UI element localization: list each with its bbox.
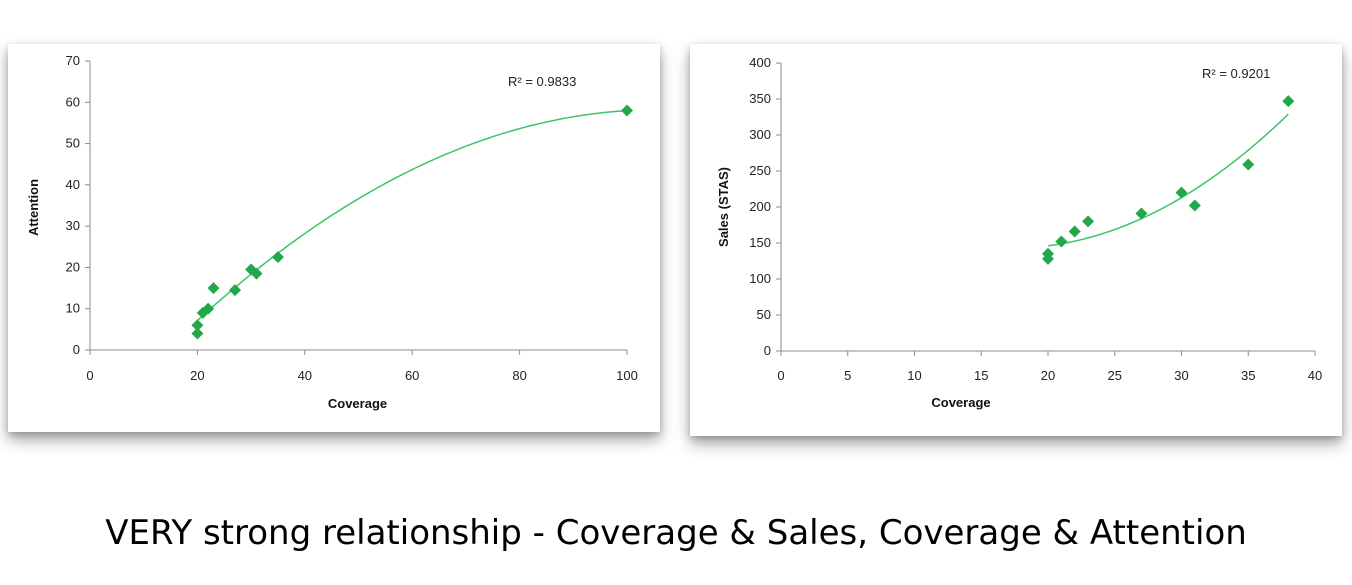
y-tick-label: 40	[66, 177, 80, 192]
y-tick-label: 100	[749, 271, 771, 286]
data-point	[1188, 199, 1201, 212]
data-point	[228, 284, 241, 297]
y-tick-label: 150	[749, 235, 771, 250]
data-point	[1055, 235, 1068, 248]
x-tick-label: 20	[1041, 368, 1055, 383]
y-tick-label: 30	[66, 218, 80, 233]
data-point	[1135, 207, 1148, 220]
r-squared-label: R² = 0.9833	[508, 74, 576, 89]
data-point	[1082, 215, 1095, 228]
data-point	[1068, 225, 1081, 238]
x-tick-label: 60	[405, 368, 419, 383]
data-point	[1042, 247, 1054, 260]
x-tick-label: 40	[1308, 368, 1322, 383]
y-tick-label: 70	[66, 53, 80, 68]
data-point	[621, 104, 633, 117]
y-tick-label: 300	[749, 127, 771, 142]
x-tick-label: 30	[1174, 368, 1188, 383]
trendline	[196, 109, 628, 322]
y-tick-label: 250	[749, 163, 771, 178]
chart-attention-vs-coverage: 0 10 20 30 40 50 60 70 0 20 40 60 80 100 Coverage Atten…	[26, 53, 638, 411]
y-tick-label: 50	[66, 136, 80, 151]
x-tick-label: 0	[86, 368, 93, 383]
data-point	[271, 251, 284, 264]
y-tick-label: 50	[757, 307, 771, 322]
slide-caption: VERY strong relationship - Coverage & Sa…	[105, 513, 1247, 553]
x-axis-title: Coverage	[328, 396, 387, 411]
x-tick-label: 35	[1241, 368, 1255, 383]
x-axis-title: Coverage	[931, 395, 990, 410]
y-axis-title: Attention	[26, 179, 41, 236]
y-tick-label: 400	[749, 55, 771, 70]
y-tick-label: 0	[73, 342, 80, 357]
x-tick-label: 10	[907, 368, 921, 383]
data-point	[250, 267, 263, 280]
chart-panel-attention: 0 10 20 30 40 50 60 70 0 20 40 60 80 100 Coverage Atten…	[8, 44, 660, 432]
data-point	[191, 327, 204, 340]
data-point	[191, 319, 204, 332]
data-point	[202, 302, 215, 315]
x-tick-label: 20	[190, 368, 204, 383]
data-point	[207, 282, 220, 295]
y-tick-label: 200	[749, 199, 771, 214]
trendline	[1047, 113, 1289, 247]
data-point	[1242, 158, 1255, 171]
x-tick-label: 5	[844, 368, 851, 383]
y-tick-label: 350	[749, 91, 771, 106]
y-tick-label: 60	[66, 94, 80, 109]
y-axis-title: Sales (STAS)	[716, 167, 731, 247]
x-tick-label: 0	[777, 368, 784, 383]
chart-sales-vs-coverage: 0 50 100 150 200 250 300 350 400 0 5 10 15 20 25 30 35 40…	[716, 55, 1322, 410]
data-point	[1282, 95, 1295, 108]
y-tick-label: 20	[66, 259, 80, 274]
data-point	[1175, 186, 1188, 199]
r-squared-label: R² = 0.9201	[1202, 66, 1270, 81]
x-tick-label: 100	[616, 368, 638, 383]
x-tick-label: 40	[298, 368, 312, 383]
x-tick-label: 80	[512, 368, 526, 383]
y-tick-label: 10	[66, 301, 80, 316]
chart-panel-sales: 0 50 100 150 200 250 300 350 400 0 5 10 15 20 25 30 35 40…	[690, 44, 1342, 436]
y-tick-label: 0	[764, 343, 771, 358]
x-tick-label: 25	[1108, 368, 1122, 383]
x-tick-label: 15	[974, 368, 988, 383]
